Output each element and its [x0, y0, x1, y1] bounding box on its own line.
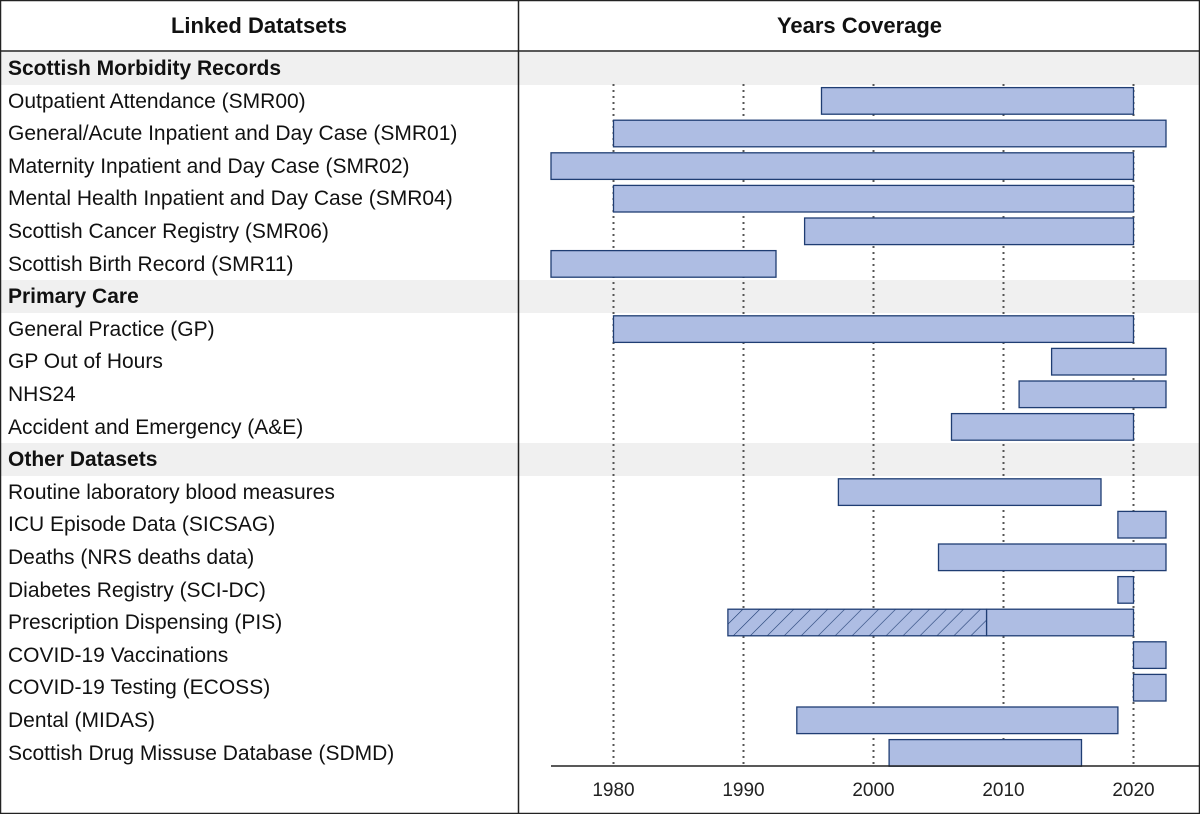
- bar-outpatient-attendance-smr00: [820, 86, 1135, 115]
- bar-scottish-cancer-registry-smr06: [803, 217, 1135, 246]
- dataset-label-general-practice-gp: General Practice (GP): [8, 317, 215, 341]
- dataset-label-deaths-nrs-deaths-data: Deaths (NRS deaths data): [8, 546, 255, 569]
- header-years-coverage: Years Coverage: [776, 12, 943, 38]
- dataset-label-dental-midas: Dental (MIDAS): [8, 709, 156, 732]
- x-tick-label-2000: 2000: [852, 780, 894, 801]
- bar-deaths-nrs-deaths-data: [937, 543, 1167, 572]
- section-header-primary-care: Primary Care: [8, 285, 139, 309]
- x-tick-label-2010: 2010: [982, 780, 1024, 801]
- header-linked-datasets: Linked Datatsets: [170, 12, 348, 38]
- dataset-label-scottish-cancer-registry-smr06: Scottish Cancer Registry (SMR06): [8, 220, 329, 243]
- bar-nhs24: [1018, 380, 1167, 409]
- bar-mental-health-inpatient-and-day-case-smr04: [612, 184, 1135, 213]
- section-band: [0, 280, 1200, 314]
- dataset-label-covid-19-testing-ecoss: COVID-19 Testing (ECOSS): [8, 676, 271, 700]
- x-tick-label-1990: 1990: [722, 780, 764, 801]
- dataset-label-general-acute-inpatient-and-day-case-smr01: General/Acute Inpatient and Day Case (SM…: [8, 122, 458, 146]
- dataset-label-gp-out-of-hours: GP Out of Hours: [8, 350, 163, 374]
- section-band: [0, 443, 1200, 477]
- bar-maternity-inpatient-and-day-case-smr02: [550, 152, 1135, 181]
- bar-accident-and-emergency-a-e: [950, 412, 1135, 441]
- dataset-label-scottish-birth-record-smr11: Scottish Birth Record (SMR11): [8, 252, 294, 276]
- bar-routine-laboratory-blood-measures: [837, 478, 1102, 507]
- bar-gp-out-of-hours: [1050, 347, 1167, 376]
- dataset-label-scottish-drug-missuse-database-sdmd: Scottish Drug Missuse Database (SDMD): [8, 741, 395, 765]
- dataset-label-prescription-dispensing-pis: Prescription Dispensing (PIS): [8, 611, 283, 635]
- bar-hatched-prescription-dispensing-pis: [727, 608, 988, 637]
- bar-general-practice-gp: [612, 315, 1135, 344]
- x-tick-label-2020: 2020: [1112, 780, 1154, 801]
- bar-icu-episode-data-sicsag: [1117, 510, 1167, 539]
- dataset-label-maternity-inpatient-and-day-case-smr02: Maternity Inpatient and Day Case (SMR02): [8, 154, 410, 178]
- bar-prescription-dispensing-pis: [985, 608, 1135, 637]
- section-header-scottish-morbidity-records: Scottish Morbidity Records: [8, 57, 282, 80]
- dataset-label-mental-health-inpatient-and-day-case-smr04: Mental Health Inpatient and Day Case (SM…: [8, 187, 453, 211]
- section-header-other-datasets: Other Datasets: [8, 448, 158, 472]
- x-tick-label-1980: 1980: [592, 780, 634, 801]
- bar-scottish-drug-missuse-database-sdmd: [888, 738, 1083, 767]
- coverage-chart: 1980 1990 2000 2010 2020: [550, 84, 1200, 801]
- bar-covid-19-testing-ecoss: [1132, 673, 1167, 702]
- bar-general-acute-inpatient-and-day-case-smr01: [612, 119, 1167, 148]
- dataset-label-accident-and-emergency-a-e: Accident and Emergency (A&E): [8, 415, 304, 439]
- bar-diabetes-registry-sci-dc: [1117, 575, 1135, 604]
- section-band: [0, 52, 1200, 85]
- dataset-label-icu-episode-data-sicsag: ICU Episode Data (SICSAG): [8, 513, 276, 537]
- dataset-label-diabetes-registry-sci-dc: Diabetes Registry (SCI-DC): [8, 578, 266, 602]
- dataset-label-routine-laboratory-blood-measures: Routine laboratory blood measures: [8, 480, 335, 504]
- bar-dental-midas: [796, 706, 1119, 735]
- bar-scottish-birth-record-smr11: [550, 249, 777, 278]
- bar-covid-19-vaccinations: [1132, 641, 1167, 670]
- dataset-label-outpatient-attendance-smr00: Outpatient Attendance (SMR00): [8, 89, 306, 113]
- dataset-label-nhs24: NHS24: [8, 383, 76, 406]
- dataset-label-covid-19-vaccinations: COVID-19 Vaccinations: [8, 643, 229, 667]
